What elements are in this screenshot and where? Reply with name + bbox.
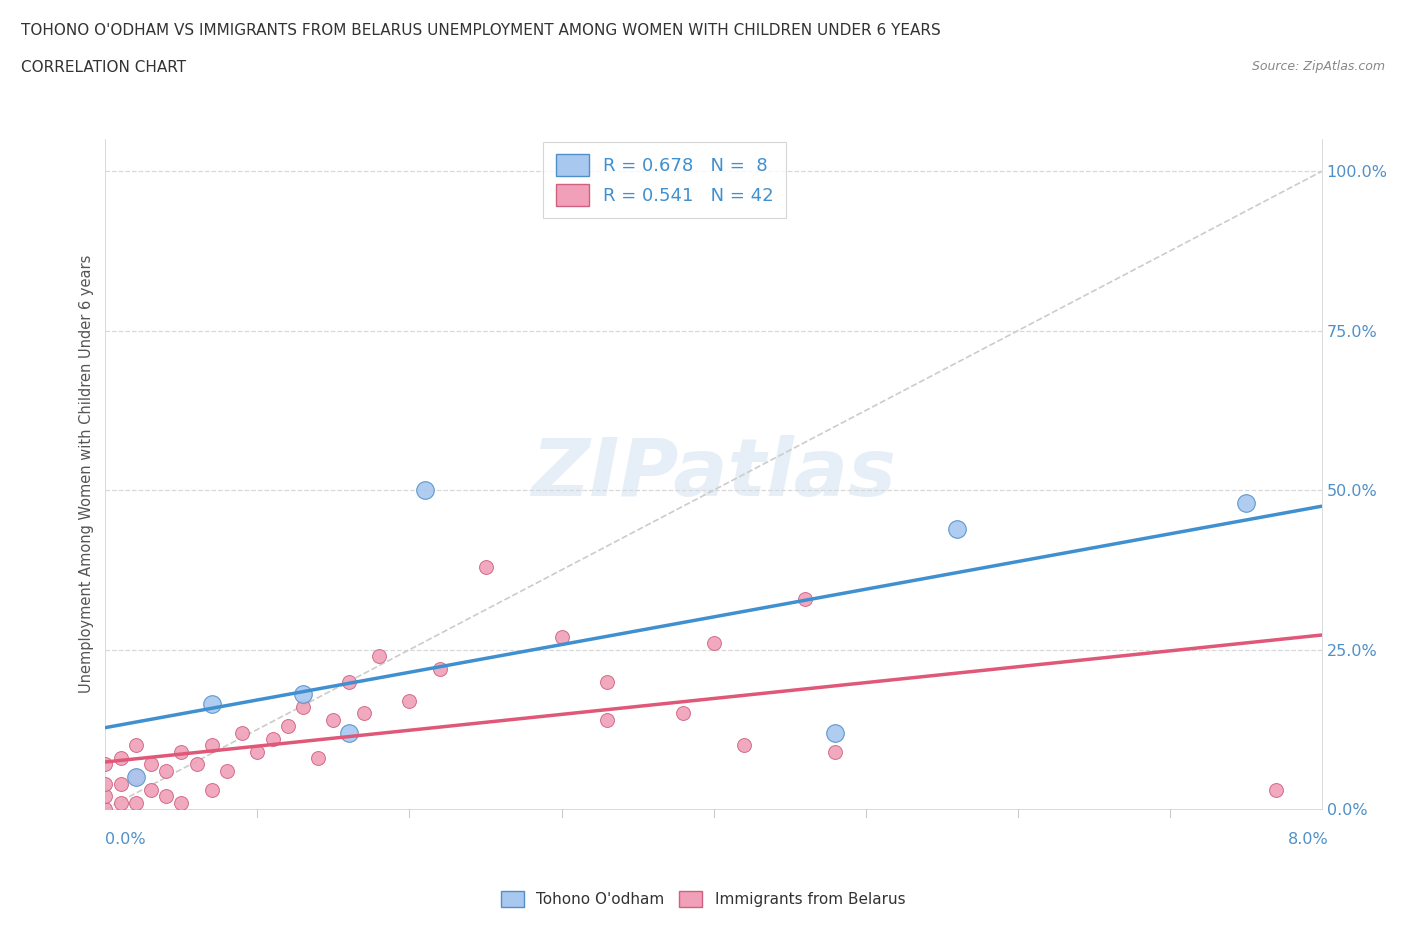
Point: [125, 737, 148, 752]
Point: [945, 521, 967, 536]
Legend: R = 0.678   N =  8, R = 0.541   N = 42: R = 0.678 N = 8, R = 0.541 N = 42: [544, 142, 786, 219]
Point: [125, 770, 148, 785]
Point: [155, 789, 177, 804]
Point: [139, 782, 162, 797]
Point: [292, 687, 315, 702]
Point: [170, 795, 193, 810]
Point: [1265, 782, 1288, 797]
Point: [398, 693, 420, 708]
Point: [824, 744, 846, 759]
Point: [550, 630, 572, 644]
Point: [596, 674, 619, 689]
Point: [201, 697, 224, 711]
Point: [246, 744, 269, 759]
Point: [353, 706, 375, 721]
Point: [429, 661, 451, 676]
Point: [793, 591, 815, 606]
Point: [155, 764, 177, 778]
Point: [307, 751, 329, 765]
Point: [125, 795, 148, 810]
Point: [110, 751, 132, 765]
Text: 8.0%: 8.0%: [1288, 832, 1329, 847]
Y-axis label: Unemployment Among Women with Children Under 6 years: Unemployment Among Women with Children U…: [79, 255, 94, 694]
Point: [94, 777, 117, 791]
Point: [824, 725, 846, 740]
Point: [733, 737, 755, 752]
Point: [672, 706, 695, 721]
Point: [337, 674, 360, 689]
Point: [231, 725, 253, 740]
Point: [262, 732, 284, 747]
Point: [292, 699, 315, 714]
Point: [217, 764, 239, 778]
Point: [201, 782, 224, 797]
Point: [125, 770, 148, 785]
Point: [474, 559, 496, 574]
Text: ZIPatlas: ZIPatlas: [531, 435, 896, 513]
Point: [413, 483, 436, 498]
Point: [94, 789, 117, 804]
Point: [186, 757, 208, 772]
Point: [322, 712, 344, 727]
Point: [94, 757, 117, 772]
Point: [277, 719, 299, 734]
Point: [170, 744, 193, 759]
Point: [702, 636, 725, 651]
Point: [337, 725, 360, 740]
Point: [139, 757, 162, 772]
Text: CORRELATION CHART: CORRELATION CHART: [21, 60, 186, 75]
Point: [368, 648, 391, 663]
Text: 0.0%: 0.0%: [105, 832, 146, 847]
Point: [1234, 496, 1257, 511]
Text: TOHONO O'ODHAM VS IMMIGRANTS FROM BELARUS UNEMPLOYMENT AMONG WOMEN WITH CHILDREN: TOHONO O'ODHAM VS IMMIGRANTS FROM BELARU…: [21, 23, 941, 38]
Legend: Tohono O'odham, Immigrants from Belarus: Tohono O'odham, Immigrants from Belarus: [495, 884, 911, 913]
Text: Source: ZipAtlas.com: Source: ZipAtlas.com: [1251, 60, 1385, 73]
Point: [110, 795, 132, 810]
Point: [94, 802, 117, 817]
Point: [201, 737, 224, 752]
Point: [596, 712, 619, 727]
Point: [110, 777, 132, 791]
